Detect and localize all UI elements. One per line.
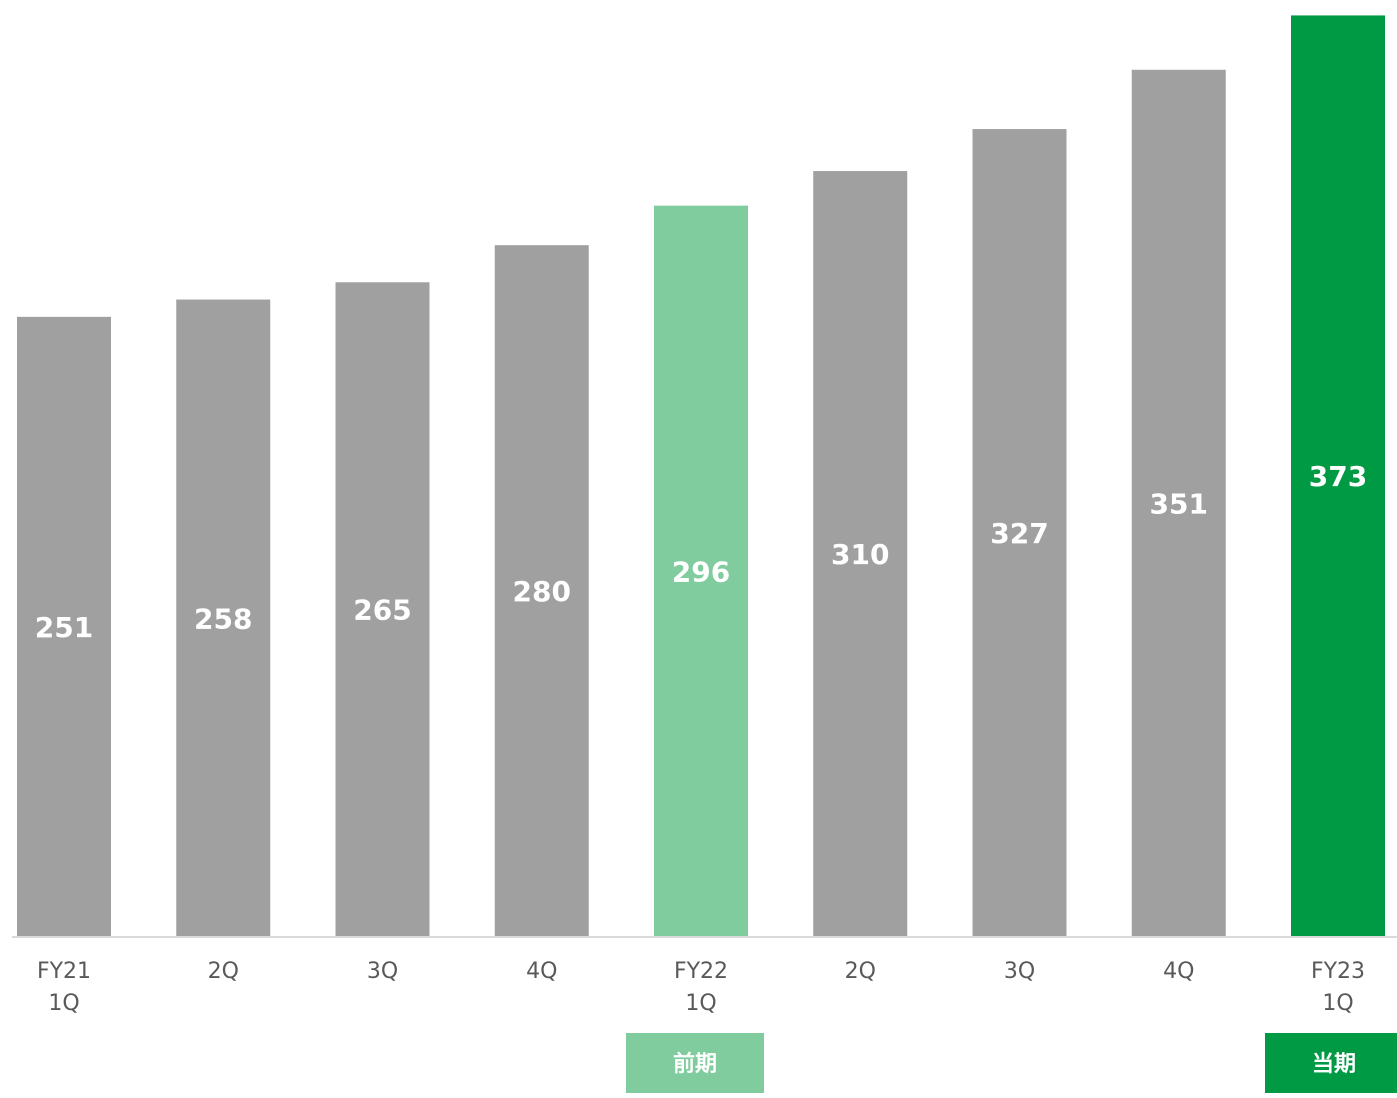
value-label-0: 251 [35,611,93,644]
bar-4 [654,205,748,938]
bar-0 [17,316,111,937]
x-tick-label-5-0: 2Q [845,959,876,984]
value-label-1: 258 [194,602,252,635]
value-labels-layer: 251 258 265 280 296 310 327 351 373 [35,460,1367,644]
value-label-6: 327 [990,517,1048,550]
value-label-7: 351 [1150,487,1208,520]
value-label-8: 373 [1309,460,1367,493]
x-tick-label-4-0: FY22 [674,959,728,984]
bars-layer [17,15,1385,938]
value-label-5: 310 [831,538,889,571]
bar-6 [972,129,1067,938]
x-tick-label-4-1: 1Q [685,991,716,1016]
period-badge-bg-1 [1265,1033,1397,1093]
x-tick-label-8-0: FY23 [1311,959,1365,984]
x-tick-label-3-0: 4Q [526,959,557,984]
period-badge-label-0: 前期 [673,1051,717,1077]
period-badges-layer: 前期 当期 [626,1033,1397,1093]
value-label-2: 265 [353,594,411,627]
bar-7 [1131,69,1226,937]
bar-2 [335,282,430,937]
x-tick-labels-layer: FY21 1Q 2Q 3Q 4Q FY22 1Q 2Q 3Q 4Q FY23 1Q [37,959,1365,1016]
value-label-4: 296 [672,555,730,588]
x-tick-label-7-0: 4Q [1163,959,1194,984]
bar-8 [1291,15,1385,938]
x-tick-label-0-0: FY21 [37,959,91,984]
x-tick-label-0-1: 1Q [48,991,79,1016]
x-tick-label-1-0: 2Q [208,959,239,984]
bar-3 [494,245,589,938]
period-badge-1: 当期 [1265,1033,1397,1093]
period-badge-0: 前期 [626,1033,764,1093]
bar-5 [813,171,908,937]
value-label-3: 280 [513,575,571,608]
bar-1 [176,299,271,938]
period-badge-bg-0 [626,1033,764,1093]
x-tick-label-8-1: 1Q [1322,991,1353,1016]
x-tick-label-6-0: 3Q [1004,959,1035,984]
x-tick-label-2-0: 3Q [367,959,398,984]
period-badge-label-1: 当期 [1312,1052,1356,1077]
